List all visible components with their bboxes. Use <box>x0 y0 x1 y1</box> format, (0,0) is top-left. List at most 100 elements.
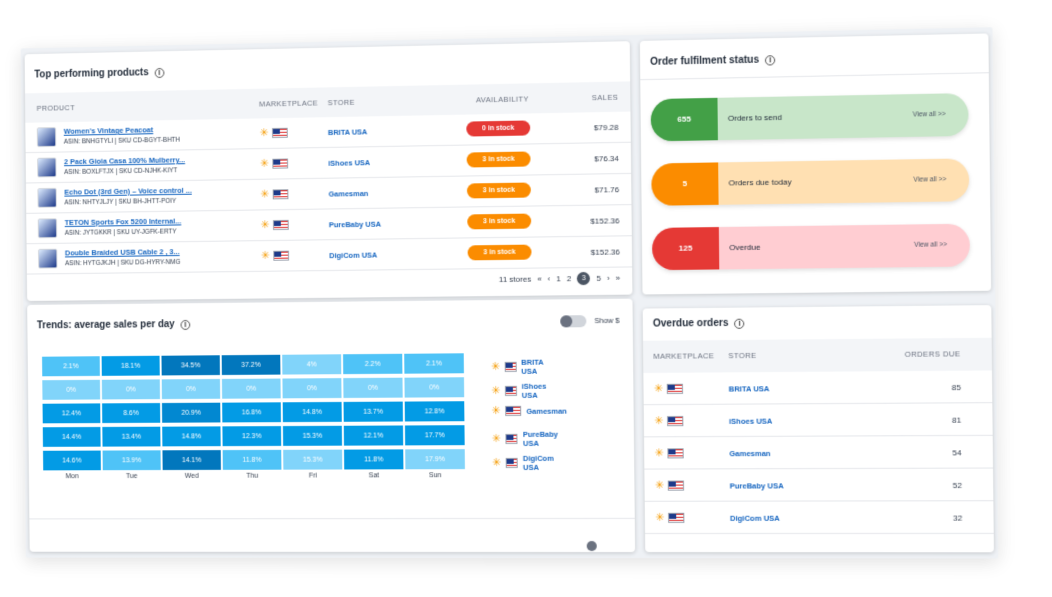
product-name-link[interactable]: TETON Sports Fox 5200 Internal... <box>65 217 182 227</box>
us-flag-icon <box>273 159 289 169</box>
col-store[interactable]: STORE <box>728 351 756 360</box>
info-icon[interactable]: i <box>180 319 190 329</box>
availability-badge: 0 in stock <box>466 120 530 136</box>
store-link[interactable]: DigiCom USA <box>730 514 780 523</box>
product-thumbnail[interactable] <box>38 218 57 238</box>
sales-value: $76.34 <box>594 154 619 163</box>
overdue-row[interactable]: ✳ BRITA USA 85 <box>643 370 992 405</box>
product-thumbnail[interactable] <box>37 127 56 147</box>
first-page-button[interactable]: « <box>537 275 542 284</box>
availability-badge: 3 in stock <box>467 183 531 199</box>
sales-value: $152.36 <box>591 247 620 256</box>
show-dollar-toggle[interactable] <box>560 315 586 327</box>
view-all-link[interactable]: View all >> <box>914 224 947 267</box>
product-name-link[interactable]: Double Braided USB Cable 2 , 3... <box>65 247 180 257</box>
heatmap-store-label[interactable]: ✳ iShoes USA <box>491 382 551 400</box>
day-label: Mon <box>42 473 102 480</box>
heatmap-store-label[interactable]: ✳ BRITA USA <box>491 358 548 376</box>
col-marketplace[interactable]: MARKETPLACE <box>259 98 318 108</box>
scroll-indicator[interactable] <box>587 541 597 551</box>
page-1-button[interactable]: 1 <box>556 274 561 283</box>
fulfilment-count: 125 <box>652 227 719 270</box>
top-products-card: Top performing products i PRODUCT MARKET… <box>25 41 633 301</box>
walmart-spark-icon: ✳ <box>655 513 664 523</box>
heatmap-cell: 12.3% <box>221 425 282 447</box>
store-link[interactable]: PureBaby USA <box>730 481 784 490</box>
prev-page-button[interactable]: ‹ <box>548 274 551 283</box>
orders-due-value: 85 <box>952 383 961 392</box>
store-link[interactable]: iShoes USA <box>729 417 772 426</box>
product-sku: SKU UY-JGFK-ERTY <box>117 228 177 236</box>
heatmap-cell: 13.7% <box>343 401 404 423</box>
store-link[interactable]: DigiCom USA <box>329 251 377 261</box>
heatmap-cell: 37.2% <box>221 354 282 376</box>
walmart-spark-icon: ✳ <box>654 384 663 394</box>
last-page-button[interactable]: » <box>616 274 621 283</box>
col-availability[interactable]: AVAILABILITY <box>476 94 529 104</box>
store-link[interactable]: BRITA USA <box>729 384 770 393</box>
us-flag-icon <box>273 189 289 199</box>
col-orders-due[interactable]: ORDERS DUE <box>905 349 961 359</box>
heatmap-cell: 2.2% <box>342 353 403 375</box>
product-thumbnail[interactable] <box>38 249 57 269</box>
fulfilment-status-bar[interactable]: 125 Overdue View all >> <box>652 224 970 271</box>
heatmap-cell: 14.6% <box>42 450 102 472</box>
walmart-spark-icon: ✳ <box>260 190 269 200</box>
product-asin: ASIN: BNHGTYLI <box>64 138 113 146</box>
heatmap-cell: 14.8% <box>161 425 221 447</box>
fulfilment-label: Overdue <box>729 226 761 269</box>
page-current-button[interactable]: 3 <box>577 272 590 285</box>
col-marketplace[interactable]: MARKETPLACE <box>653 351 714 361</box>
fulfilment-status-bar[interactable]: 655 Orders to send View all >> <box>651 93 969 141</box>
product-thumbnail[interactable] <box>37 188 56 208</box>
walmart-spark-icon: ✳ <box>491 386 500 396</box>
product-thumbnail[interactable] <box>37 158 56 178</box>
view-all-link[interactable]: View all >> <box>913 93 946 136</box>
store-link[interactable]: iShoes USA <box>328 158 370 168</box>
overdue-row[interactable]: ✳ PureBaby USA 52 <box>644 469 993 502</box>
walmart-spark-icon: ✳ <box>492 458 501 468</box>
heatmap-store-label[interactable]: ✳ DigiCom USA <box>492 454 558 472</box>
page-5-button[interactable]: 5 <box>596 274 601 283</box>
product-name-link[interactable]: 2 Pack Gioia Casa 100% Mulberry... <box>64 155 185 166</box>
heatmap-cell: 15.3% <box>282 425 343 447</box>
overdue-row[interactable]: ✳ iShoes USA 81 <box>644 403 993 437</box>
info-icon[interactable]: i <box>154 67 164 77</box>
col-sales[interactable]: SALES <box>592 93 618 103</box>
info-icon[interactable]: i <box>735 318 745 328</box>
marketplace-cell: ✳ <box>654 416 684 426</box>
overdue-row[interactable]: ✳ DigiCom USA 32 <box>645 501 994 534</box>
walmart-spark-icon: ✳ <box>260 159 269 169</box>
us-flag-icon <box>272 128 288 138</box>
product-name-link[interactable]: Women's Vintage Peacoat <box>64 125 154 135</box>
marketplace-cell: ✳ <box>259 128 288 138</box>
orders-due-value: 52 <box>953 481 962 490</box>
heatmap-store-label[interactable]: ✳ PureBaby USA <box>491 430 561 448</box>
store-link[interactable]: PureBaby USA <box>329 220 381 230</box>
product-asin: ASIN: BOXLFTJX <box>64 168 114 176</box>
page-2-button[interactable]: 2 <box>567 274 572 283</box>
next-page-button[interactable]: › <box>607 274 610 283</box>
product-sku: SKU DG-HYRY-NMG <box>121 259 181 267</box>
day-label: Thu <box>222 473 283 480</box>
marketplace-cell: ✳ <box>654 384 684 394</box>
overdue-title-row: Overdue orders i <box>653 318 745 330</box>
sales-value: $71.76 <box>595 185 620 194</box>
fulfilment-status-bar[interactable]: 5 Orders due today View all >> <box>651 158 969 205</box>
heatmap-cell: 12.8% <box>404 400 466 422</box>
store-link[interactable]: Gamesman <box>729 449 770 458</box>
fulfilment-label: Orders due today <box>728 161 792 204</box>
heatmap-store-label[interactable]: ✳ Gamesman <box>491 406 567 416</box>
heatmap-cell: 0% <box>161 378 221 400</box>
col-store[interactable]: STORE <box>328 98 355 107</box>
fulfilment-count: 5 <box>651 162 718 205</box>
store-link[interactable]: BRITA USA <box>328 127 367 137</box>
col-product[interactable]: PRODUCT <box>37 103 75 113</box>
product-asin: ASIN: JYTGKKR <box>65 229 112 237</box>
overdue-row[interactable]: ✳ Gamesman 54 <box>644 436 993 470</box>
product-sku: SKU BH-JHTT-POIY <box>118 198 176 206</box>
product-name-link[interactable]: Echo Dot (3rd Gen) – Voice control ... <box>64 186 191 197</box>
view-all-link[interactable]: View all >> <box>913 159 946 202</box>
store-link[interactable]: Gamesman <box>329 189 369 199</box>
info-icon[interactable]: i <box>765 55 775 65</box>
